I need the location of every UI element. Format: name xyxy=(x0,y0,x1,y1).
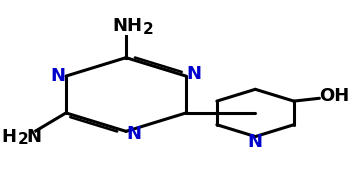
Text: 2: 2 xyxy=(18,132,29,147)
Text: H: H xyxy=(2,128,17,146)
Text: N: N xyxy=(26,128,41,146)
Text: OH: OH xyxy=(319,87,350,105)
Text: N: N xyxy=(186,65,201,83)
Text: NH: NH xyxy=(113,17,143,36)
Text: N: N xyxy=(248,133,263,151)
Text: N: N xyxy=(51,67,66,85)
Text: N: N xyxy=(126,125,141,143)
Text: 2: 2 xyxy=(143,22,154,37)
